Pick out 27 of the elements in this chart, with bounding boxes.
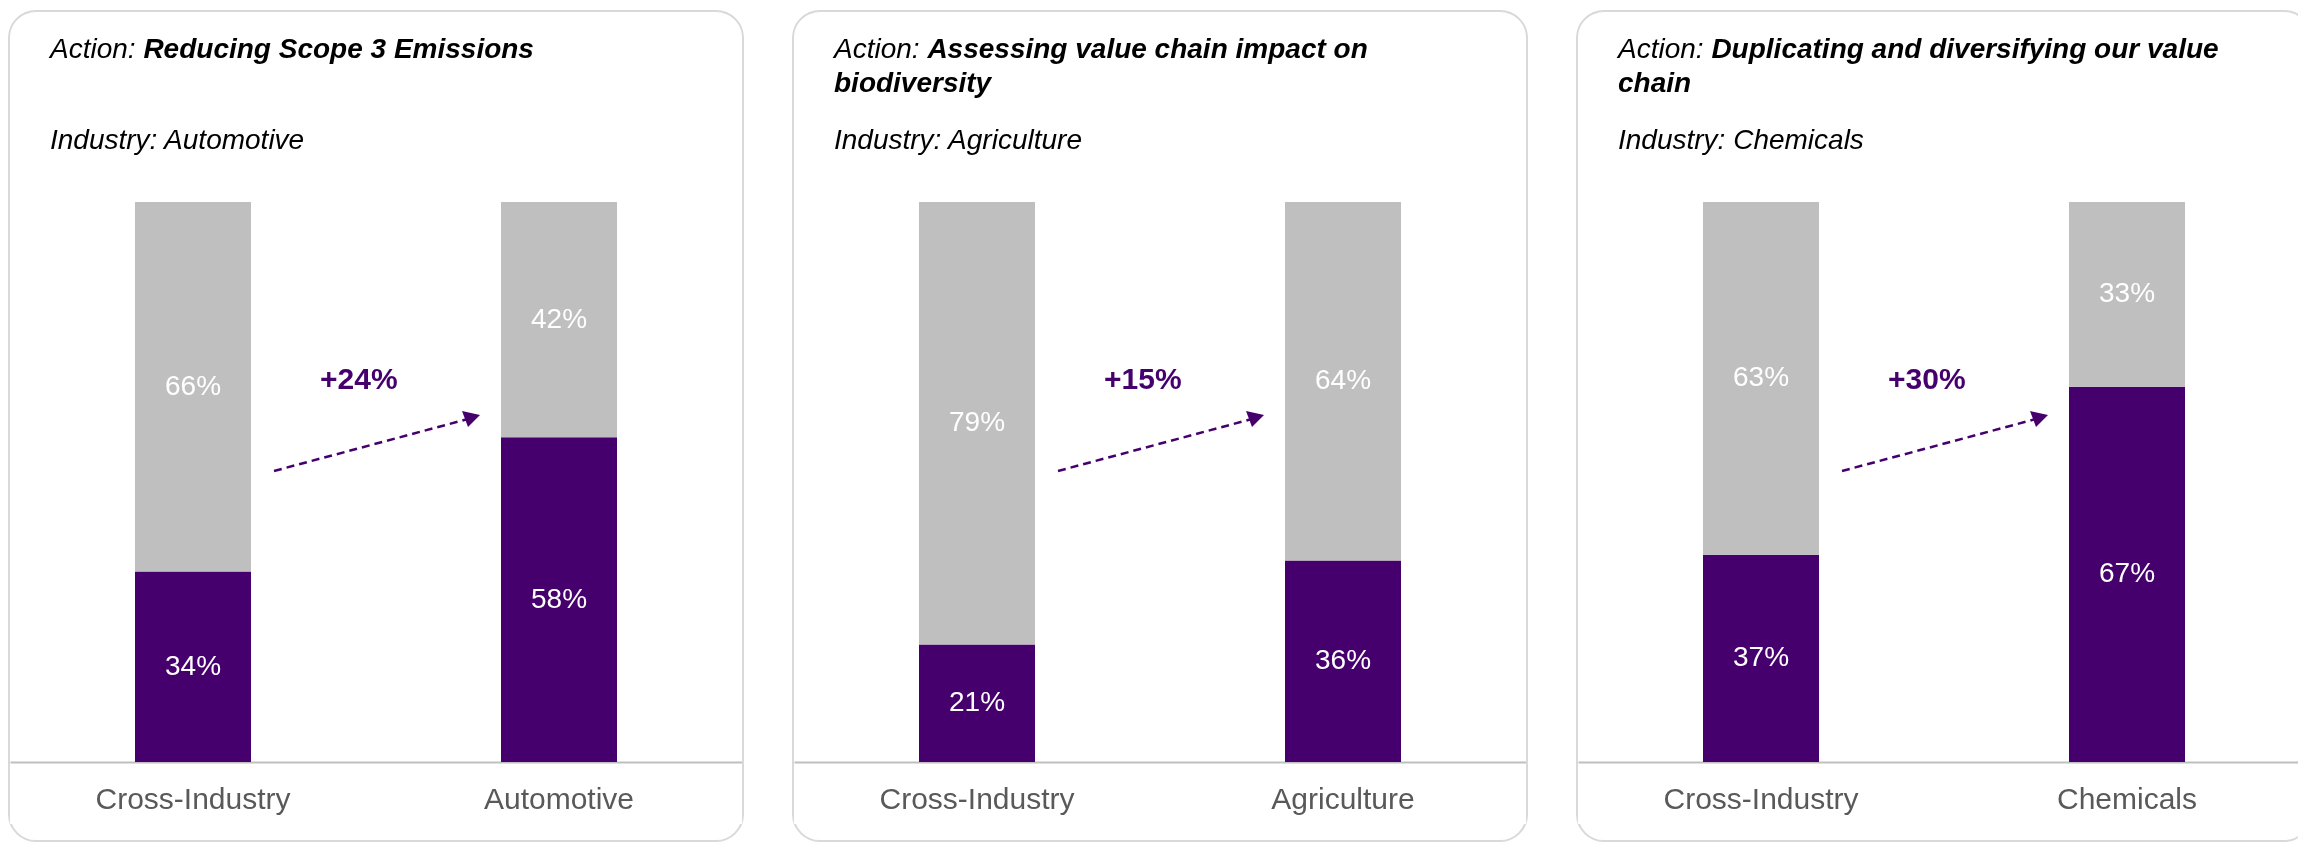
x-tick-label: Chemicals xyxy=(2056,781,2198,815)
data-label: 33% xyxy=(2098,277,2156,309)
data-label: 66% xyxy=(164,369,222,401)
chart-title: Action: Duplicating and diversifying our value chain xyxy=(1618,32,2220,100)
data-label: 21% xyxy=(948,686,1006,718)
annotation: +24% xyxy=(320,362,398,396)
data-label: 64% xyxy=(1314,364,1372,396)
chart-subtitle: Industry: Automotive xyxy=(50,124,305,156)
data-label: 42% xyxy=(530,302,588,334)
annotation: +30% xyxy=(1888,362,1966,396)
annotation: +15% xyxy=(1104,362,1182,396)
chart-title: Action: Reducing Scope 3 Emissions xyxy=(50,32,535,66)
data-label: 79% xyxy=(948,406,1006,438)
chart-subtitle: Industry: Agriculture xyxy=(834,124,1082,156)
x-tick-label: Automotive xyxy=(483,781,635,815)
data-label: 36% xyxy=(1314,644,1372,676)
data-label: 58% xyxy=(530,582,588,614)
data-label: 67% xyxy=(2098,557,2156,589)
data-label: 37% xyxy=(1732,641,1790,673)
chart-subtitle: Industry: Chemicals xyxy=(1618,124,1864,156)
x-tick-label: Cross-Industry xyxy=(879,781,1075,815)
x-tick-label: Agriculture xyxy=(1271,781,1415,815)
data-label: 63% xyxy=(1732,361,1790,393)
x-tick-label: Cross-Industry xyxy=(95,781,291,815)
x-tick-label: Cross-Industry xyxy=(1663,781,1859,815)
chart-title: Action: Assessing value chain impact on biodiversity xyxy=(834,32,1369,100)
data-label: 34% xyxy=(164,649,222,681)
